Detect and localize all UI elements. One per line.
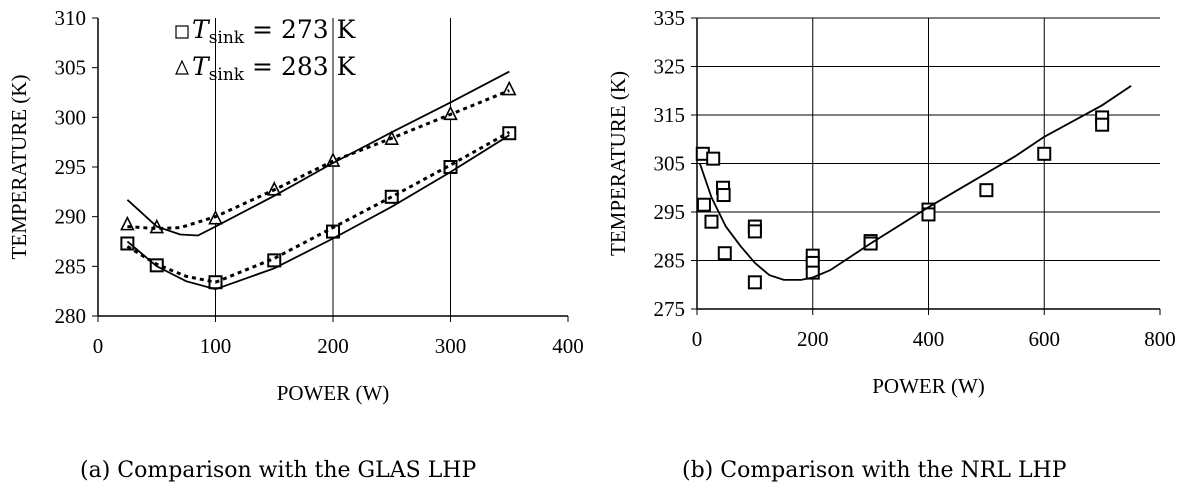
- data-point-square: [120, 236, 135, 251]
- data-point-square: [979, 183, 994, 198]
- y-tick-label: 325: [654, 55, 686, 79]
- y-tick-label: 315: [654, 103, 686, 127]
- y-tick-label: 305: [654, 152, 686, 176]
- x-tick-label: 800: [1144, 327, 1176, 351]
- y-tick-label: 305: [55, 56, 87, 80]
- x-tick-label: 200: [797, 327, 829, 351]
- model-line-solid: [126, 70, 510, 237]
- data-point-triangle: [501, 80, 517, 96]
- data-point-square: [1037, 146, 1052, 161]
- data-point-square: [696, 197, 711, 212]
- data-point-square: [716, 188, 731, 203]
- legend-triangle-icon: [175, 59, 189, 75]
- y-tick-label: 285: [55, 254, 87, 278]
- y-tick-label: 310: [55, 6, 87, 30]
- x-axis-label: POWER (W): [872, 374, 985, 398]
- model-line-solid: [126, 134, 510, 291]
- data-point-square: [747, 275, 762, 290]
- x-tick-label: 400: [913, 327, 945, 351]
- y-axis-label: TEMPERATURE (K): [7, 75, 31, 260]
- x-tick-label: 100: [200, 334, 232, 358]
- legend-label: Tsink = 273 K: [192, 15, 357, 48]
- data-point-square: [747, 224, 762, 239]
- data-point-square: [384, 189, 399, 204]
- x-axis-label: POWER (W): [277, 381, 390, 405]
- y-tick-label: 285: [654, 249, 686, 273]
- model-line-dotted: [127, 89, 510, 231]
- data-point-square: [921, 207, 936, 222]
- x-tick-label: 0: [93, 334, 104, 358]
- y-tick-label: 275: [654, 297, 686, 321]
- y-tick-label: 290: [55, 205, 87, 229]
- model-line-dotted: [126, 130, 511, 284]
- x-tick-label: 200: [317, 334, 349, 358]
- x-tick-label: 400: [552, 334, 584, 358]
- y-axis-label: TEMPERATURE (K): [606, 71, 630, 256]
- x-tick-label: 600: [1029, 327, 1061, 351]
- data-point-square: [704, 214, 719, 229]
- chart-a: 280 285 290 295 300 305 310 0 100 200 300 400 POWER …: [7, 6, 584, 405]
- y-tick-label: 295: [654, 200, 686, 224]
- chart-b: 275 285 295 305 315 325 335 0 200 400 600 800 POWER …: [606, 6, 1176, 398]
- legend-label: Tsink = 283 K: [192, 52, 357, 85]
- y-tick-label: 335: [654, 6, 686, 30]
- x-tick-label: 0: [692, 327, 703, 351]
- y-tick-label: 280: [55, 304, 87, 328]
- figure: 280 285 290 295 300 305 310 0 100 200 300 400 POWER …: [7, 6, 1176, 405]
- data-point-square: [717, 246, 732, 261]
- y-tick-label: 300: [55, 105, 87, 129]
- caption-b: (b) Comparison with the NRL LHP: [682, 458, 1067, 483]
- data-point-square: [1095, 117, 1110, 132]
- model-line-solid: [699, 85, 1132, 281]
- y-tick-label: 295: [55, 155, 87, 179]
- data-point-square: [706, 151, 721, 166]
- caption-a: (a) Comparison with the GLAS LHP: [80, 458, 477, 483]
- legend-square-icon: [175, 25, 189, 39]
- x-tick-label: 300: [435, 334, 467, 358]
